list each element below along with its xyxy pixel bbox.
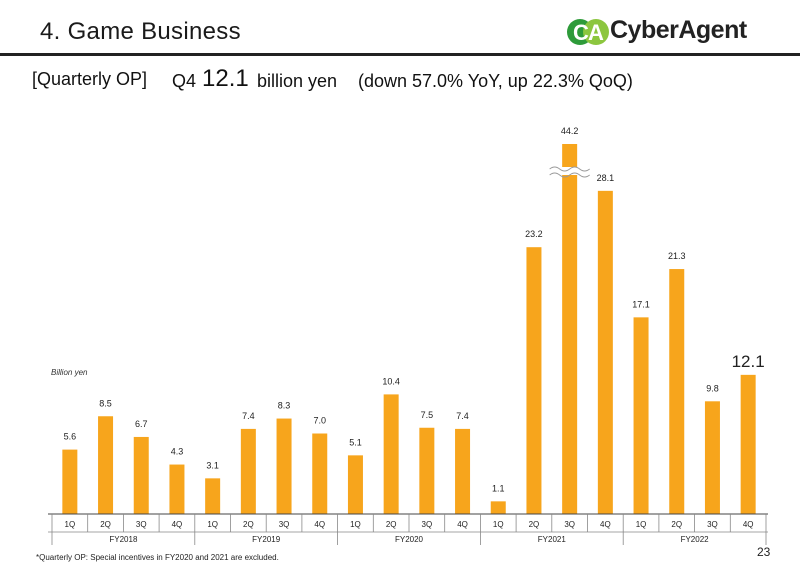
headline-detail: (down 57.0% YoY, up 22.3% QoQ)	[358, 71, 633, 91]
data-label: 7.5	[421, 410, 434, 420]
footnote: *Quarterly OP: Special incentives in FY2…	[36, 553, 279, 562]
fiscal-year-label: FY2020	[395, 535, 424, 544]
x-tick-label: 4Q	[600, 520, 611, 529]
data-label: 7.0	[313, 416, 326, 426]
data-label: 7.4	[242, 411, 255, 421]
x-tick-label: 2Q	[386, 520, 397, 529]
bar	[597, 190, 613, 514]
x-tick-label: 1Q	[636, 520, 647, 529]
data-label: 21.3	[668, 251, 686, 261]
company-name: CyberAgent	[610, 16, 747, 44]
bar	[419, 427, 435, 514]
data-label: 12.1	[732, 352, 765, 371]
bar	[98, 416, 114, 514]
data-label: 8.3	[278, 401, 291, 411]
data-label: 3.1	[206, 460, 219, 470]
headline: [Quarterly OP] Q4 12.1 billion yen (down…	[32, 65, 732, 100]
fiscal-year-label: FY2019	[252, 535, 281, 544]
x-tick-label: 1Q	[493, 520, 504, 529]
bar	[526, 247, 542, 514]
data-label: 1.1	[492, 483, 505, 493]
x-tick-label: 4Q	[743, 520, 754, 529]
x-tick-label: 3Q	[564, 520, 575, 529]
data-label: 17.1	[632, 299, 650, 309]
bar	[312, 433, 328, 514]
data-label: 9.8	[706, 383, 719, 393]
axis-break-line	[549, 166, 590, 172]
x-tick-label: 3Q	[707, 520, 718, 529]
x-tick-label: 1Q	[350, 520, 361, 529]
bar	[347, 455, 363, 514]
bar	[490, 501, 506, 514]
data-label: 4.3	[171, 447, 184, 457]
bar	[740, 374, 756, 514]
bar	[62, 449, 78, 514]
data-label: 10.4	[382, 376, 400, 386]
svg-text:A: A	[588, 20, 604, 45]
data-label: 6.7	[135, 419, 148, 429]
y-axis-unit-label: Billion yen	[51, 368, 88, 377]
axis-break-gap	[547, 167, 592, 175]
bar	[669, 269, 685, 514]
x-tick-label: 2Q	[243, 520, 254, 529]
data-label: 7.4	[456, 411, 469, 421]
x-tick-label: 1Q	[207, 520, 218, 529]
bar	[240, 428, 256, 514]
headline-quarter: Q4	[172, 71, 197, 91]
x-tick-label: 1Q	[65, 520, 76, 529]
bar	[133, 436, 149, 514]
bar	[276, 418, 292, 514]
headline-unit: billion yen	[257, 71, 338, 91]
fiscal-year-label: FY2021	[538, 535, 567, 544]
headline-label: [Quarterly OP]	[32, 69, 148, 89]
data-label: 5.1	[349, 437, 362, 447]
x-tick-label: 4Q	[172, 520, 183, 529]
bar	[205, 478, 221, 514]
svg-text:C: C	[573, 20, 589, 45]
page-title: 4. Game Business	[40, 18, 241, 45]
bar	[562, 144, 578, 514]
data-label: 44.2	[561, 126, 579, 136]
x-tick-label: 2Q	[529, 520, 540, 529]
bar	[455, 428, 471, 514]
data-label: 28.1	[597, 173, 615, 183]
bar	[169, 464, 185, 514]
data-label: 23.2	[525, 229, 543, 239]
x-tick-label: 3Q	[136, 520, 147, 529]
data-label: 5.6	[64, 432, 77, 442]
x-tick-label: 3Q	[279, 520, 290, 529]
headline-value: 12.1	[202, 65, 249, 92]
data-label: 8.5	[99, 398, 112, 408]
fiscal-year-label: FY2022	[681, 535, 710, 544]
x-tick-label: 4Q	[457, 520, 468, 529]
fiscal-year-label: FY2018	[109, 535, 138, 544]
page-number: 23	[757, 545, 771, 559]
axis-break-line	[549, 172, 590, 178]
x-tick-label: 2Q	[100, 520, 111, 529]
cyberagent-logo: C A	[567, 19, 609, 45]
bar	[704, 401, 720, 514]
title-divider	[0, 53, 800, 56]
x-tick-label: 2Q	[671, 520, 682, 529]
x-tick-label: 3Q	[422, 520, 433, 529]
bar	[633, 317, 649, 514]
x-tick-label: 4Q	[314, 520, 325, 529]
bar	[383, 394, 399, 514]
